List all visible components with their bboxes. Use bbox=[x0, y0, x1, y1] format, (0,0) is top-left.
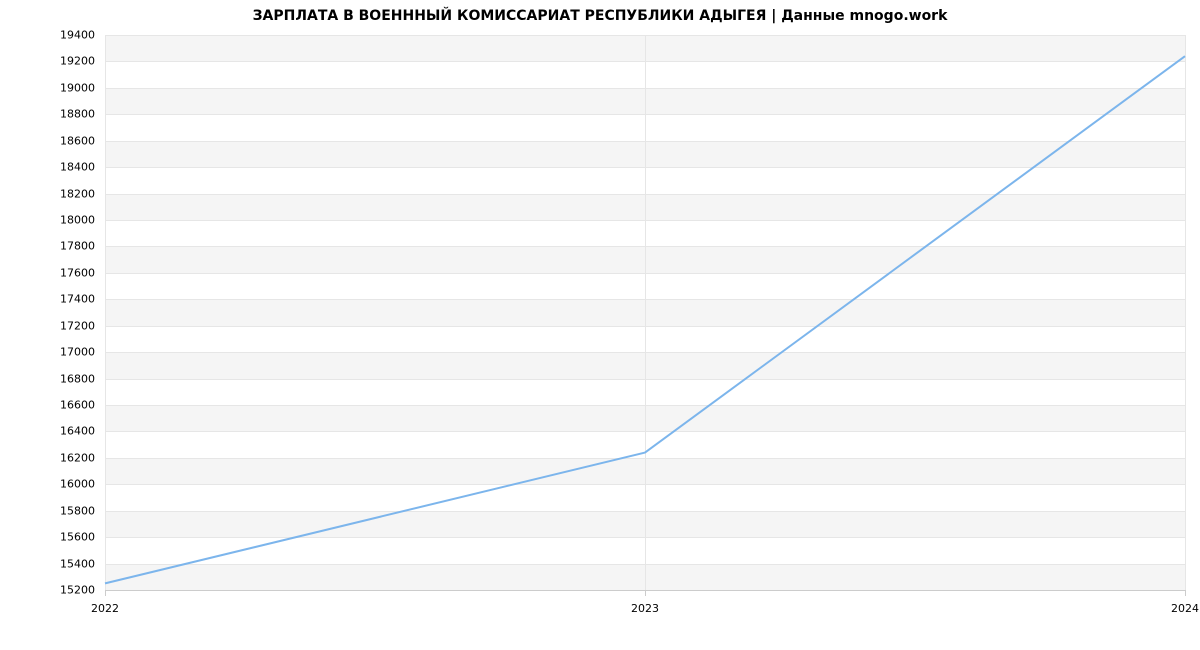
y-tick-label: 15600 bbox=[50, 531, 95, 544]
y-tick-label: 15200 bbox=[50, 584, 95, 597]
y-tick-label: 18200 bbox=[50, 187, 95, 200]
y-tick-label: 17400 bbox=[50, 293, 95, 306]
salary-series-line bbox=[105, 56, 1185, 583]
y-tick-label: 15400 bbox=[50, 557, 95, 570]
y-tick-label: 16800 bbox=[50, 372, 95, 385]
x-axis-line bbox=[105, 590, 1185, 591]
y-tick-label: 19200 bbox=[50, 55, 95, 68]
x-tick-label: 2022 bbox=[91, 602, 119, 615]
x-tick-label: 2024 bbox=[1171, 602, 1199, 615]
y-tick-label: 17000 bbox=[50, 346, 95, 359]
y-tick-label: 17800 bbox=[50, 240, 95, 253]
x-tick bbox=[1185, 590, 1186, 596]
y-tick-label: 15800 bbox=[50, 504, 95, 517]
y-tick-label: 16200 bbox=[50, 451, 95, 464]
y-tick-label: 19000 bbox=[50, 81, 95, 94]
y-tick-label: 17200 bbox=[50, 319, 95, 332]
x-gridline bbox=[1185, 35, 1186, 590]
plot-area: 1520015400156001580016000162001640016600… bbox=[105, 35, 1185, 590]
y-tick-label: 17600 bbox=[50, 266, 95, 279]
chart-title: ЗАРПЛАТА В ВОЕНННЫЙ КОМИССАРИАТ РЕСПУБЛИ… bbox=[0, 8, 1200, 24]
y-tick-label: 16600 bbox=[50, 399, 95, 412]
y-tick-label: 18400 bbox=[50, 161, 95, 174]
y-tick-label: 19400 bbox=[50, 29, 95, 42]
y-tick-label: 16400 bbox=[50, 425, 95, 438]
y-tick-label: 18000 bbox=[50, 214, 95, 227]
salary-line-chart: ЗАРПЛАТА В ВОЕНННЫЙ КОМИССАРИАТ РЕСПУБЛИ… bbox=[0, 0, 1200, 650]
y-tick-label: 16000 bbox=[50, 478, 95, 491]
y-tick-label: 18600 bbox=[50, 134, 95, 147]
y-tick-label: 18800 bbox=[50, 108, 95, 121]
x-tick-label: 2023 bbox=[631, 602, 659, 615]
series-layer bbox=[105, 35, 1185, 590]
